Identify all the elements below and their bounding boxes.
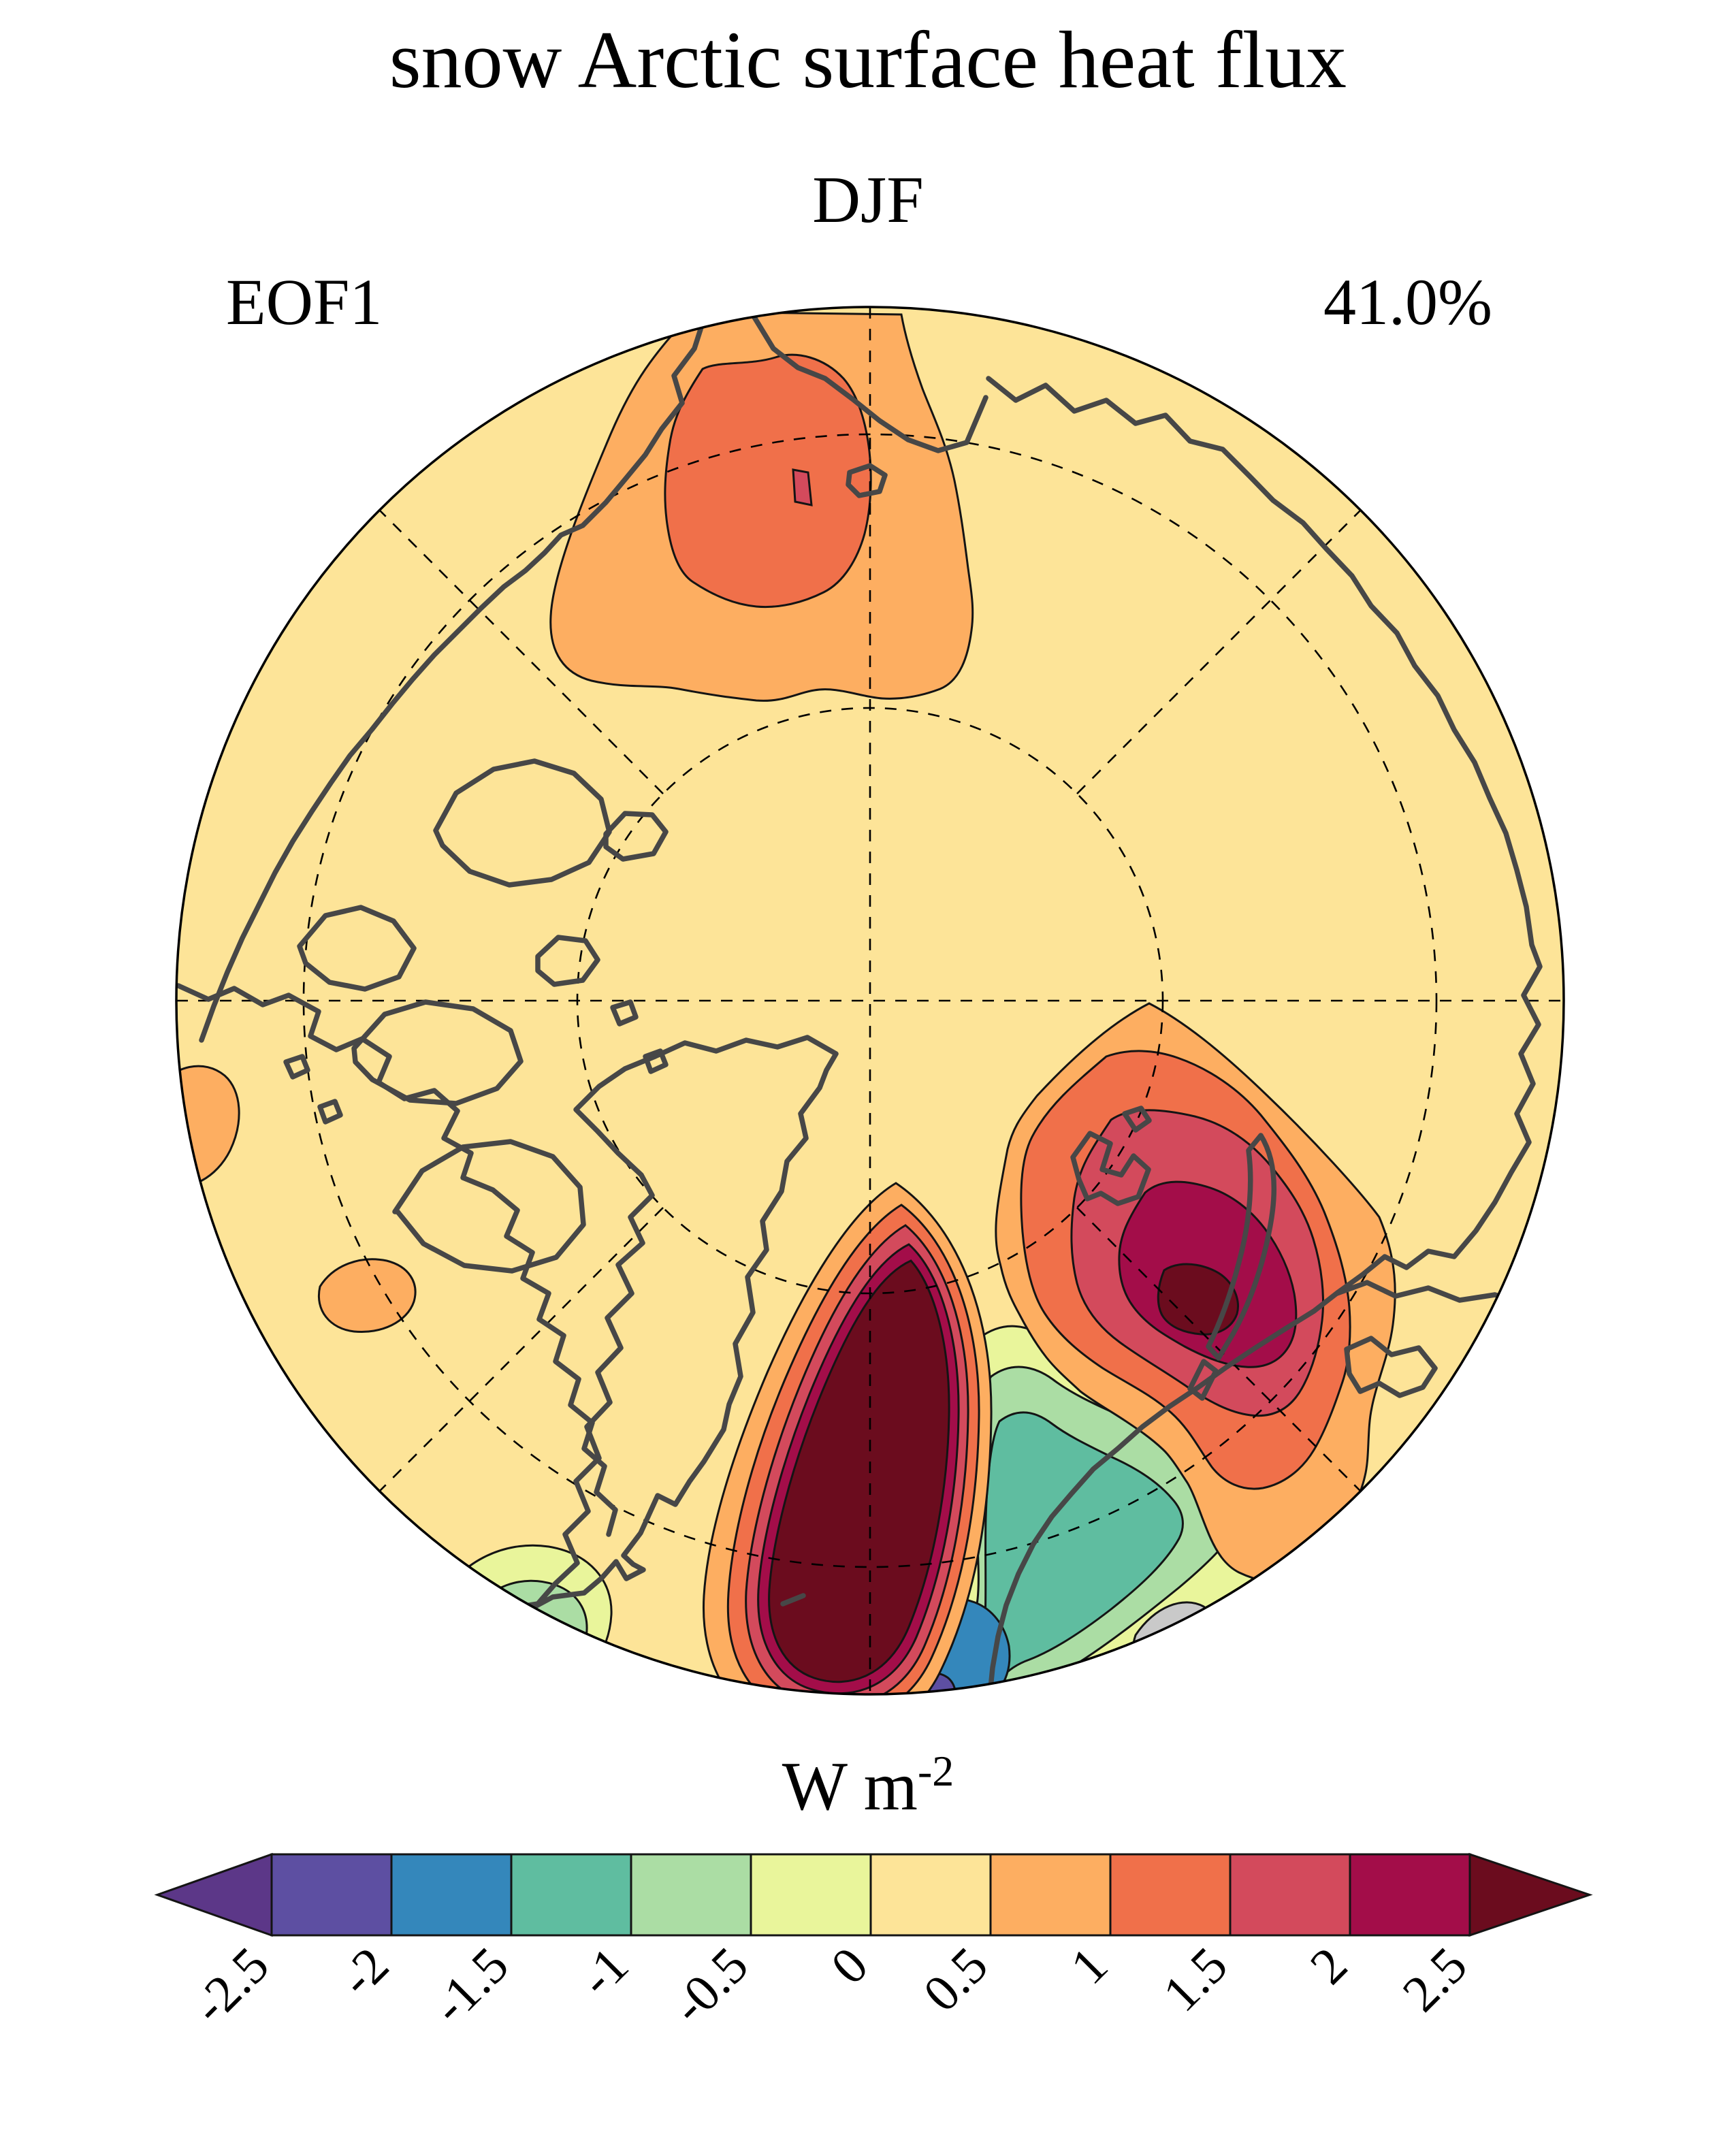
left-edge-band-05-10 [176,1065,240,1187]
colorbar-tick-2: 2 [1300,1937,1358,1995]
meridian-se [1076,1207,1362,1492]
colorbar-segment--0.5 [750,1853,872,1937]
coast-bering-east [752,314,988,453]
colorbar-tick--0.5: -0.5 [661,1937,759,2035]
unit-main: W m [782,1748,918,1825]
meridian-nw [379,509,664,794]
colorbar-tick--1.5: -1.5 [421,1937,519,2035]
meridian-ne [1076,509,1362,794]
coast-svalbard-islet [1122,1106,1152,1133]
colorbar-tick--2: -2 [329,1937,400,2007]
colorbar-segment-0.5 [989,1853,1112,1937]
meridian-sw [379,1207,664,1492]
coast-white-sea [1344,1336,1438,1398]
unit-exponent: -2 [917,1747,954,1795]
greenland-sea-core-over-25 [768,1259,950,1683]
map-boundary-circle [175,306,1565,1696]
colorbar-under-arrow [154,1852,273,1937]
graticule [176,307,1564,1694]
colorbar-segment-1 [1109,1853,1232,1937]
coast-novaya-zemlya-south [1187,1359,1219,1401]
coast-jan-mayen [780,1593,806,1607]
season-label: DJF [812,163,924,237]
colorbar-tick-2.5: 2.5 [1392,1937,1478,2023]
colorbar-segment-2 [1349,1853,1471,1937]
colorbar-tick-0.5: 0.5 [912,1937,999,2023]
colorbar-segment--1.5 [510,1853,632,1937]
colorbar-tick-1: 1 [1060,1937,1119,1995]
colorbar-tick-0: 0 [820,1937,879,1995]
coast-eurasia [986,376,1543,1694]
colorbar-tick-1.5: 1.5 [1152,1937,1238,2023]
coast-novaya-zemlya [1206,1133,1277,1361]
coastlines [176,312,1560,1694]
coast-banks-island [297,905,417,992]
figure-title: snow Arctic surface heat flux [389,14,1347,105]
latitude-circle-outer [302,433,1438,1568]
colorbar-segment--1 [630,1853,752,1937]
colorbar-over-arrow [1468,1852,1593,1937]
colorbar-unit-label: W m-2 [782,1747,954,1826]
labrador-band-neg15-neg10 [466,1630,524,1694]
contour-fills [176,307,1564,1694]
bering-band-10-15 [664,353,872,609]
coast-island-small-1 [535,935,600,987]
labrador-band-neg10-neg05 [465,1579,588,1694]
bering-band-15-20-sliver [792,468,813,506]
coast-baffin-island [392,1139,586,1274]
coast-svalbard [1070,1131,1151,1206]
coast-islet-b [317,1099,343,1125]
hudson-band-05-10 [318,1258,417,1334]
colorbar-tick--1: -1 [568,1937,639,2007]
colorbar-segment-0 [869,1853,992,1937]
coast-islet-d [643,1048,669,1074]
colorbar-tick--2.5: -2.5 [182,1937,280,2035]
eof-mode-label: EOF1 [226,265,383,338]
coast-islet-a [283,1054,310,1080]
colorbar-segment--2 [390,1853,513,1937]
coast-victoria-island [351,999,524,1106]
coast-chukotka-west [199,312,708,1043]
colorbar: -2.5 -2 -1.5 -1 -0.5 0 0.5 1 1.5 2 2.5 [154,1852,1593,2035]
coast-st-lawrence-island [846,463,888,498]
barents-core-over-25 [1157,1263,1239,1336]
colorbar-segment--2.5 [270,1853,393,1937]
coast-island-small-2 [603,811,669,862]
coast-canada-mainland [176,983,618,1537]
variance-explained-label: 41.0% [1323,265,1492,338]
colorbar-segment-1.5 [1229,1853,1351,1937]
coast-islet-c [610,999,639,1027]
